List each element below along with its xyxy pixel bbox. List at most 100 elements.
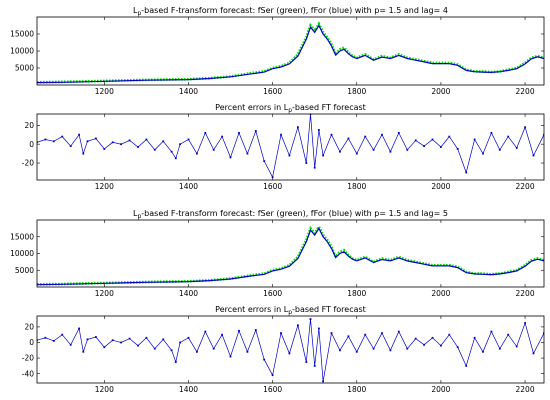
y-tick-label: 15000 bbox=[10, 232, 34, 241]
y-tick-label: -20 bbox=[22, 354, 34, 363]
data-point bbox=[347, 137, 350, 140]
y-tick-label: -40 bbox=[22, 369, 34, 378]
data-point bbox=[111, 141, 114, 144]
chart-title-prefix: L bbox=[133, 6, 138, 15]
data-point bbox=[313, 166, 316, 169]
data-point bbox=[120, 143, 122, 146]
x-tick-label: 1200 bbox=[95, 289, 114, 298]
data-point bbox=[95, 137, 97, 140]
data-point bbox=[52, 340, 55, 342]
x-tick-label: 1200 bbox=[95, 385, 114, 394]
data-point bbox=[309, 318, 312, 320]
data-point bbox=[305, 361, 308, 363]
data-point bbox=[280, 332, 282, 334]
data-point bbox=[137, 344, 139, 347]
y-tick-label: 0 bbox=[29, 140, 34, 149]
data-point bbox=[490, 330, 493, 333]
plot-area bbox=[37, 21, 544, 84]
data-point bbox=[372, 148, 375, 151]
data-point bbox=[498, 347, 501, 350]
data-point bbox=[406, 347, 409, 350]
chart-title-rest: -based F-transform forecast: fSer (green… bbox=[141, 209, 448, 218]
data-point bbox=[221, 333, 223, 336]
data-point bbox=[456, 346, 459, 349]
data-point bbox=[431, 138, 434, 141]
data-point bbox=[543, 332, 544, 334]
data-point bbox=[490, 132, 493, 134]
data-point bbox=[170, 150, 173, 153]
data-point bbox=[397, 330, 400, 333]
data-point bbox=[423, 145, 425, 147]
data-point bbox=[37, 339, 38, 342]
data-point bbox=[263, 358, 266, 361]
x-tick-label: 1800 bbox=[347, 182, 366, 191]
data-point bbox=[187, 138, 190, 141]
x-tick-label: 1600 bbox=[263, 385, 282, 394]
data-point bbox=[103, 346, 106, 349]
x-tick-label: 1600 bbox=[263, 87, 282, 96]
data-point bbox=[406, 148, 409, 151]
x-tick-label: 1800 bbox=[347, 289, 366, 298]
data-point bbox=[145, 336, 148, 339]
data-point bbox=[381, 332, 383, 334]
data-point bbox=[440, 146, 442, 148]
data-point bbox=[44, 336, 47, 339]
data-point bbox=[95, 336, 97, 338]
series-line-error bbox=[37, 114, 544, 179]
chart-panel-4: Percent errors in Lp-based FT forecast 12… bbox=[22, 305, 545, 394]
y-tick-label: 10000 bbox=[10, 249, 34, 258]
data-point bbox=[162, 140, 165, 143]
chart-title-prefix: Percent errors in L bbox=[215, 305, 289, 314]
data-point bbox=[229, 355, 232, 358]
data-point bbox=[137, 146, 139, 148]
data-point bbox=[339, 349, 341, 352]
x-tick-label: 2200 bbox=[516, 87, 535, 96]
data-point bbox=[389, 349, 392, 352]
data-point bbox=[473, 336, 476, 339]
data-point bbox=[128, 337, 131, 340]
data-point bbox=[61, 135, 64, 138]
data-point bbox=[507, 333, 510, 336]
data-point bbox=[271, 374, 274, 377]
x-tick-label: 1200 bbox=[95, 182, 114, 191]
y-tick-label: 15000 bbox=[10, 30, 34, 39]
data-point bbox=[498, 148, 501, 151]
data-point bbox=[364, 333, 367, 336]
data-point bbox=[170, 349, 173, 352]
chart-title-sub: p bbox=[137, 213, 141, 220]
data-point bbox=[381, 133, 383, 136]
data-point bbox=[174, 361, 177, 363]
chart-title: Percent errors in Lp-based FT forecast bbox=[215, 103, 366, 114]
data-point bbox=[318, 327, 320, 330]
x-tick-label: 1400 bbox=[179, 87, 198, 96]
data-point bbox=[254, 329, 257, 331]
data-point bbox=[153, 347, 156, 350]
data-point bbox=[238, 132, 240, 134]
data-point bbox=[532, 154, 535, 157]
plot-frame bbox=[36, 16, 545, 86]
y-tick-label: 5000 bbox=[15, 64, 34, 73]
series-line-fser bbox=[37, 224, 544, 286]
data-point bbox=[372, 347, 375, 350]
data-point bbox=[221, 135, 223, 138]
data-point bbox=[52, 140, 55, 143]
data-point bbox=[456, 148, 459, 150]
data-point bbox=[515, 147, 518, 149]
chart-panel-2: Percent errors in Lp-based FT forecast 12… bbox=[22, 103, 545, 191]
data-point bbox=[44, 138, 47, 141]
chart-title: Percent errors in Lp-based FT forecast bbox=[215, 305, 366, 316]
data-point bbox=[389, 150, 392, 153]
chart-title-sub: p bbox=[137, 10, 141, 17]
chart-title: Lp-based F-transform forecast: fSer (gre… bbox=[133, 6, 448, 17]
data-point bbox=[524, 322, 526, 324]
data-point bbox=[482, 152, 484, 155]
data-point bbox=[355, 350, 358, 353]
plot-frame bbox=[36, 219, 545, 288]
data-point bbox=[174, 157, 177, 160]
data-point bbox=[246, 152, 249, 155]
data-point bbox=[330, 332, 333, 334]
data-point bbox=[305, 162, 308, 164]
plot-frame bbox=[36, 315, 545, 384]
x-tick-label: 2000 bbox=[431, 385, 450, 394]
data-point bbox=[204, 132, 207, 134]
